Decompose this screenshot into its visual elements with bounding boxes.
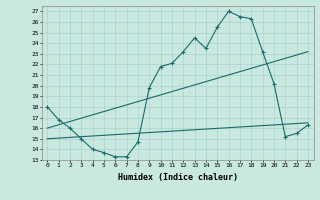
X-axis label: Humidex (Indice chaleur): Humidex (Indice chaleur) [118,173,237,182]
